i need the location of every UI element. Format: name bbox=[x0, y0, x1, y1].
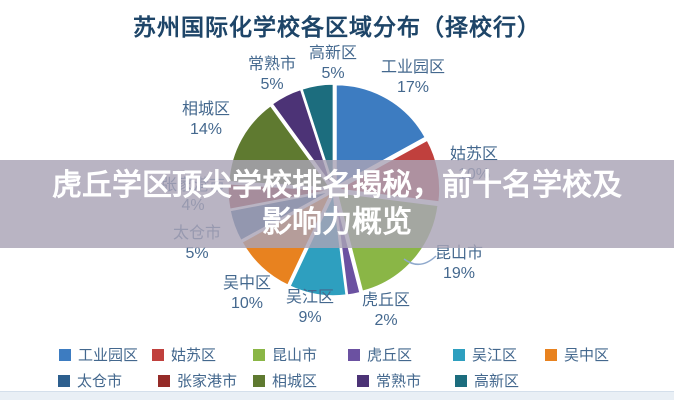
legend-label: 工业园区 bbox=[78, 347, 139, 364]
legend-item-张家港市: 张家港市 bbox=[158, 370, 237, 391]
legend-marker-icon bbox=[158, 374, 170, 387]
legend-marker-icon bbox=[455, 374, 467, 387]
legend-marker-icon bbox=[253, 374, 265, 387]
legend-label: 太仓市 bbox=[77, 373, 123, 390]
slice-label-name: 虎丘区 bbox=[361, 292, 410, 309]
legend-marker-icon bbox=[59, 348, 71, 361]
slice-label-name: 姑苏区 bbox=[449, 146, 498, 163]
slice-label-0: 工业园区 17% bbox=[353, 58, 473, 98]
slice-label-percent: 17% bbox=[396, 79, 430, 96]
slice-label-percent: 10% bbox=[230, 295, 264, 312]
legend-marker-icon bbox=[545, 348, 557, 361]
legend-item-常熟市: 常熟市 bbox=[357, 370, 421, 391]
slice-label-name: 常熟市 bbox=[247, 56, 296, 73]
headline-banner: 虎丘学区顶尖学校排名揭秘，前十名学校及 影响力概览 bbox=[0, 160, 674, 248]
banner-line2: 影响力概览 bbox=[262, 206, 412, 239]
legend-label: 常熟市 bbox=[376, 373, 422, 390]
legend-marker-icon bbox=[357, 374, 369, 387]
slice-label-name: 昆山市 bbox=[434, 245, 483, 262]
slice-label-percent: 14% bbox=[189, 121, 223, 138]
slice-label-percent: 5% bbox=[185, 245, 209, 262]
slice-label-percent: 5% bbox=[321, 65, 345, 82]
legend-label: 相城区 bbox=[272, 373, 318, 390]
slice-label-2: 昆山市 19% bbox=[399, 244, 519, 284]
bottom-strip bbox=[0, 391, 674, 400]
slice-label-9: 常熟市 5% bbox=[212, 55, 332, 95]
slice-label-5: 吴中区 10% bbox=[187, 274, 307, 314]
legend-item-姑苏区: 姑苏区 bbox=[152, 344, 216, 365]
legend-marker-icon bbox=[453, 348, 465, 361]
legend-marker-icon bbox=[253, 348, 265, 361]
legend-item-吴江区: 吴江区 bbox=[453, 344, 517, 365]
slice-label-name: 相城区 bbox=[181, 101, 230, 118]
banner-line1: 虎丘学区顶尖学校排名揭秘，前十名学校及 bbox=[52, 169, 622, 202]
chart-title: 苏州国际化学校各区域分布（择校行） bbox=[133, 15, 541, 40]
legend-item-高新区: 高新区 bbox=[455, 370, 519, 391]
slice-label-3: 虎丘区 2% bbox=[326, 291, 446, 331]
legend-item-虎丘区: 虎丘区 bbox=[348, 344, 412, 365]
legend-label: 吴中区 bbox=[564, 347, 610, 364]
legend-label: 姑苏区 bbox=[171, 347, 217, 364]
slice-label-name: 高新区 bbox=[308, 45, 357, 62]
slice-label-4: 吴江区 9% bbox=[250, 288, 370, 328]
slice-label-name: 吴江区 bbox=[285, 289, 334, 306]
slice-label-percent: 19% bbox=[442, 265, 476, 282]
slice-label-name: 工业园区 bbox=[380, 59, 445, 76]
slice-label-8: 相城区 14% bbox=[146, 100, 266, 140]
legend-label: 张家港市 bbox=[177, 373, 238, 390]
legend-item-工业园区: 工业园区 bbox=[59, 344, 138, 365]
legend-item-吴中区: 吴中区 bbox=[545, 344, 609, 365]
legend-label: 昆山市 bbox=[272, 347, 318, 364]
legend-label: 高新区 bbox=[474, 373, 520, 390]
legend-item-相城区: 相城区 bbox=[253, 370, 317, 391]
slice-label-percent: 2% bbox=[374, 312, 398, 329]
legend-item-太仓市: 太仓市 bbox=[58, 370, 122, 391]
slice-label-percent: 9% bbox=[298, 309, 322, 326]
legend-item-昆山市: 昆山市 bbox=[253, 344, 317, 365]
legend-label: 虎丘区 bbox=[367, 347, 413, 364]
legend-marker-icon bbox=[152, 348, 164, 361]
legend-label: 吴江区 bbox=[472, 347, 518, 364]
slice-label-10: 高新区 5% bbox=[273, 44, 393, 84]
legend-marker-icon bbox=[58, 374, 70, 387]
slice-label-name: 吴中区 bbox=[222, 275, 271, 292]
slice-label-percent: 5% bbox=[260, 76, 284, 93]
legend-marker-icon bbox=[348, 348, 360, 361]
leader-line bbox=[403, 255, 437, 265]
